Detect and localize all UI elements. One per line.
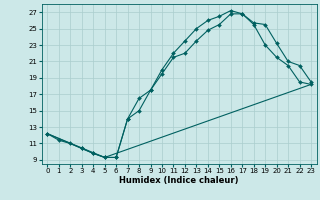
X-axis label: Humidex (Indice chaleur): Humidex (Indice chaleur) <box>119 176 239 185</box>
